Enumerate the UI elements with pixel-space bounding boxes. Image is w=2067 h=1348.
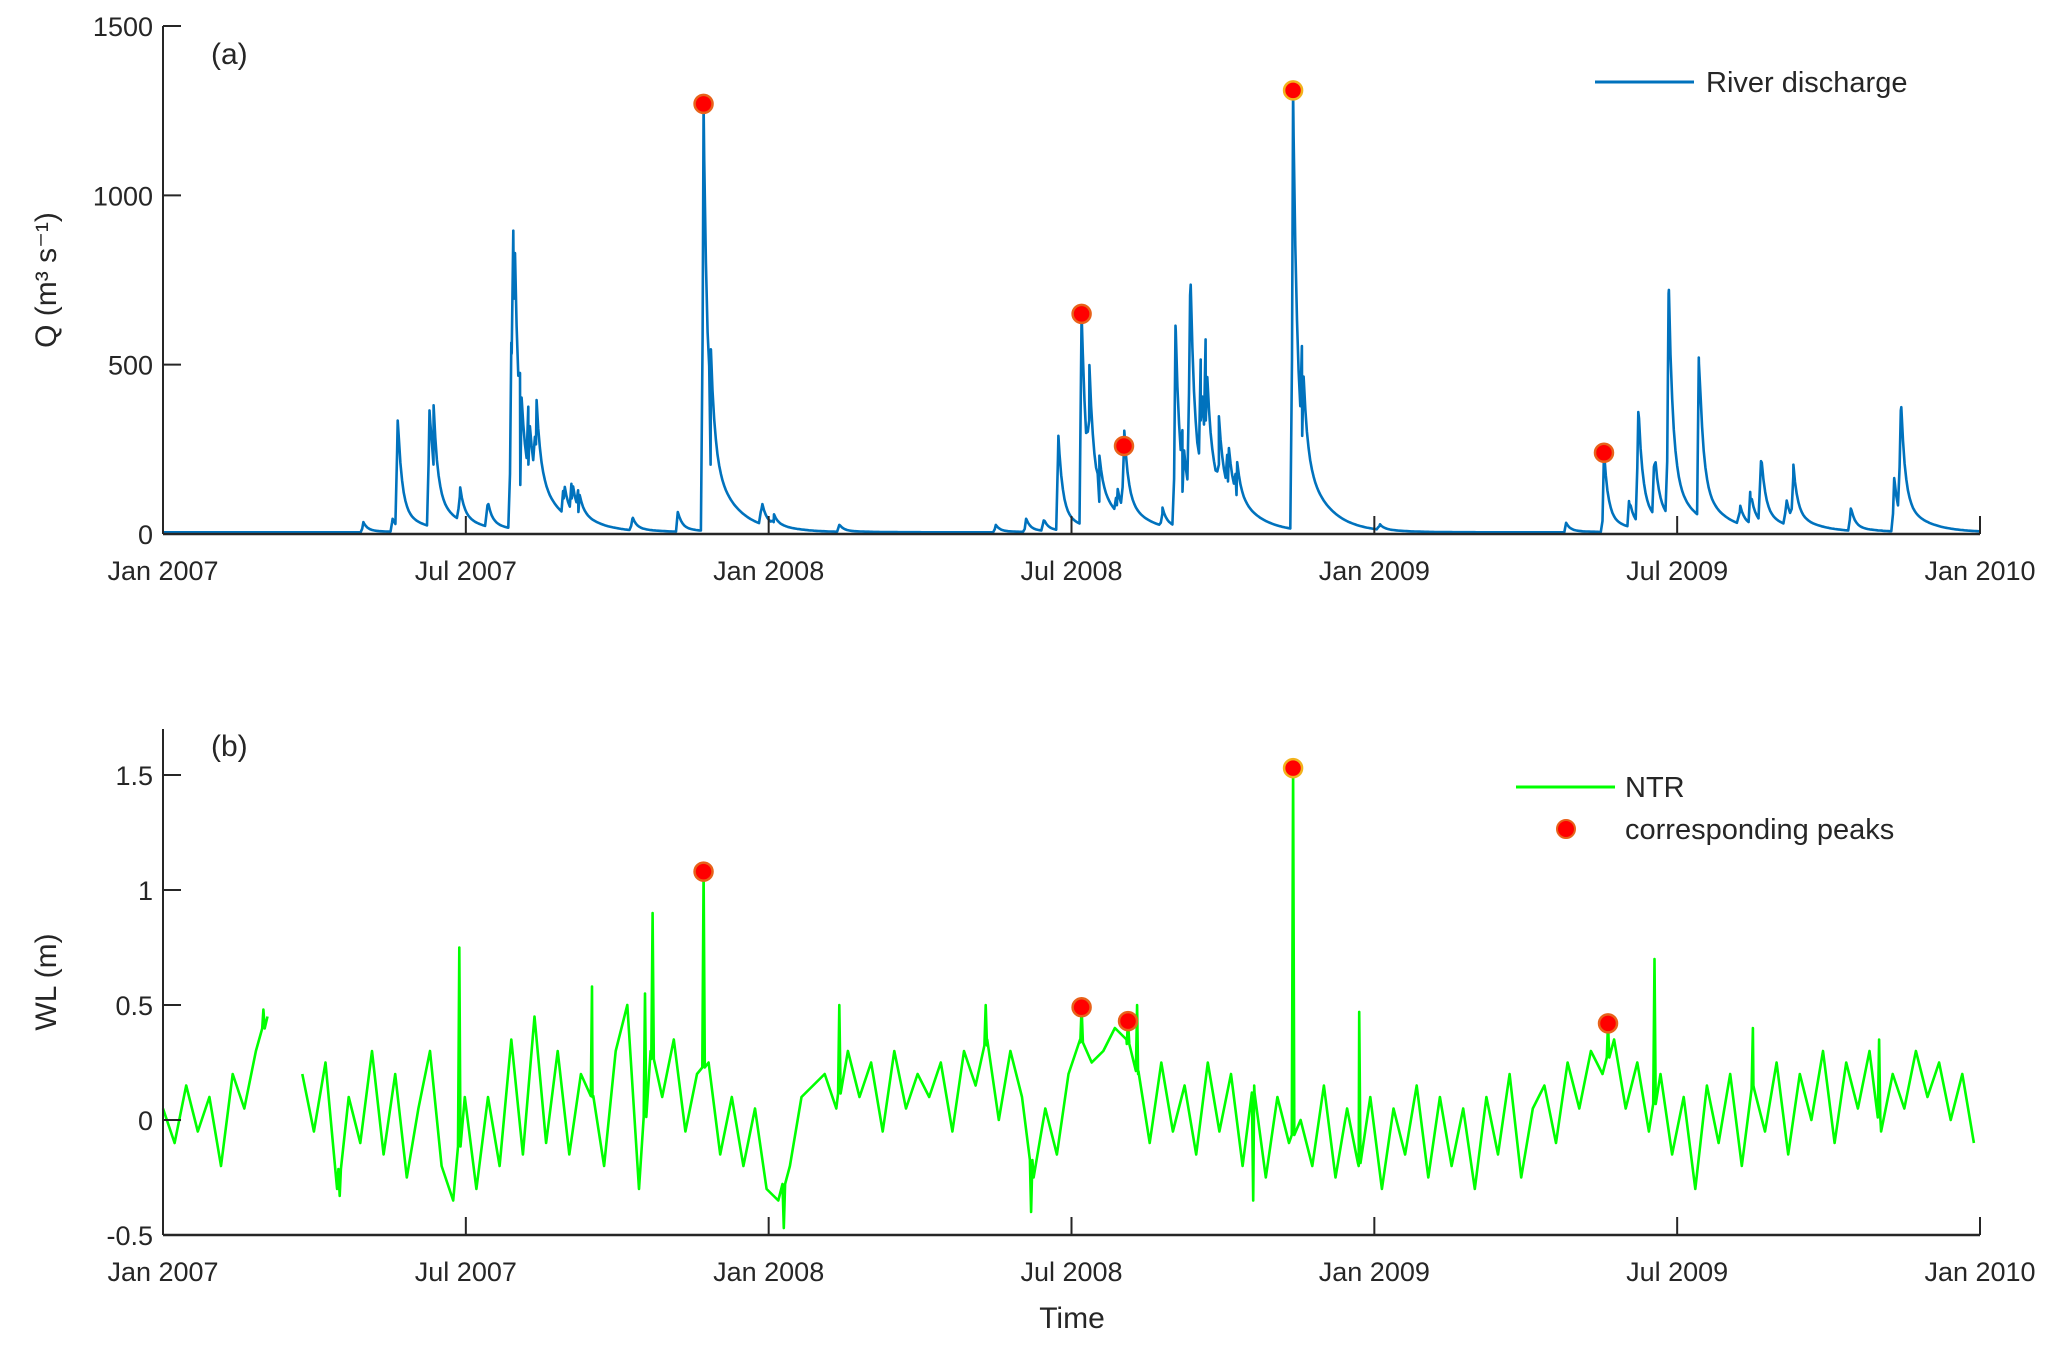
x-tick-label-a: Jul 2008 (1020, 556, 1122, 586)
x-tick-label-b: Jul 2008 (1020, 1257, 1122, 1287)
x-tick-label-b: Jan 2007 (107, 1257, 218, 1287)
x-tick-label-a: Jan 2010 (1924, 556, 2035, 586)
peak-marker-a (1113, 435, 1135, 457)
y-tick-label-b: -0.5 (106, 1221, 153, 1251)
panel-b-xlabel: Time (1039, 1302, 1105, 1335)
peak-marker-b (1282, 757, 1304, 779)
peak-marker-a (1282, 80, 1304, 101)
y-tick-label-b: 1 (138, 876, 153, 906)
legend-discharge-label: River discharge (1706, 67, 1907, 99)
x-tick-label-b: Jan 2008 (713, 1257, 824, 1287)
y-tick-label-a: 0 (138, 520, 153, 550)
x-tick-label-a: Jan 2008 (713, 556, 824, 586)
legend-b: NTR corresponding peaks (1516, 772, 1894, 846)
x-tick-label-a: Jan 2009 (1319, 556, 1430, 586)
legend-a: River discharge (1595, 67, 1907, 99)
y-tick-label-b: 0.5 (115, 991, 153, 1021)
y-tick-label-b: 0 (138, 1106, 153, 1136)
y-tick-label-a: 1500 (93, 12, 153, 42)
peak-marker-b (1117, 1010, 1139, 1032)
panel-a-ylabel: Q (m³ s⁻¹) (30, 212, 63, 348)
legend-ntr-label: NTR (1625, 772, 1685, 804)
x-tick-label-a: Jan 2007 (107, 556, 218, 586)
peak-marker-a (1593, 442, 1615, 463)
x-tick-label-b: Jul 2009 (1626, 1257, 1728, 1287)
panel-b-label: (b) (211, 730, 248, 763)
ntr-series-line (161, 766, 1976, 1230)
peak-marker-b (693, 861, 714, 882)
y-tick-label-b: 1.5 (115, 761, 153, 791)
legend-peak-marker (1556, 819, 1576, 839)
panel-b-ntr: (b) WL (m) Time NTR corresponding peaks … (30, 729, 2036, 1335)
peak-marker-a (1071, 303, 1092, 325)
discharge-series-line (163, 89, 1980, 534)
x-tick-label-b: Jul 2007 (415, 1257, 517, 1287)
y-tick-label-a: 500 (108, 351, 153, 381)
panel-a-label: (a) (211, 38, 248, 71)
legend-peaks-label: corresponding peaks (1625, 814, 1894, 846)
x-tick-label-b: Jan 2009 (1319, 1257, 1430, 1287)
peak-marker-b (1597, 1013, 1619, 1034)
y-tick-label-a: 1000 (93, 181, 153, 211)
panel-a-discharge: (a) Q (m³ s⁻¹) River discharge 0 500 1000 1… (30, 12, 2036, 586)
x-tick-label-a: Jul 2009 (1626, 556, 1728, 586)
panel-b-ylabel: WL (m) (30, 933, 63, 1030)
peak-marker-b (1071, 997, 1092, 1018)
x-tick-label-a: Jul 2007 (415, 556, 517, 586)
peak-marker-a (693, 93, 714, 115)
x-tick-label-b: Jan 2010 (1924, 1257, 2035, 1287)
